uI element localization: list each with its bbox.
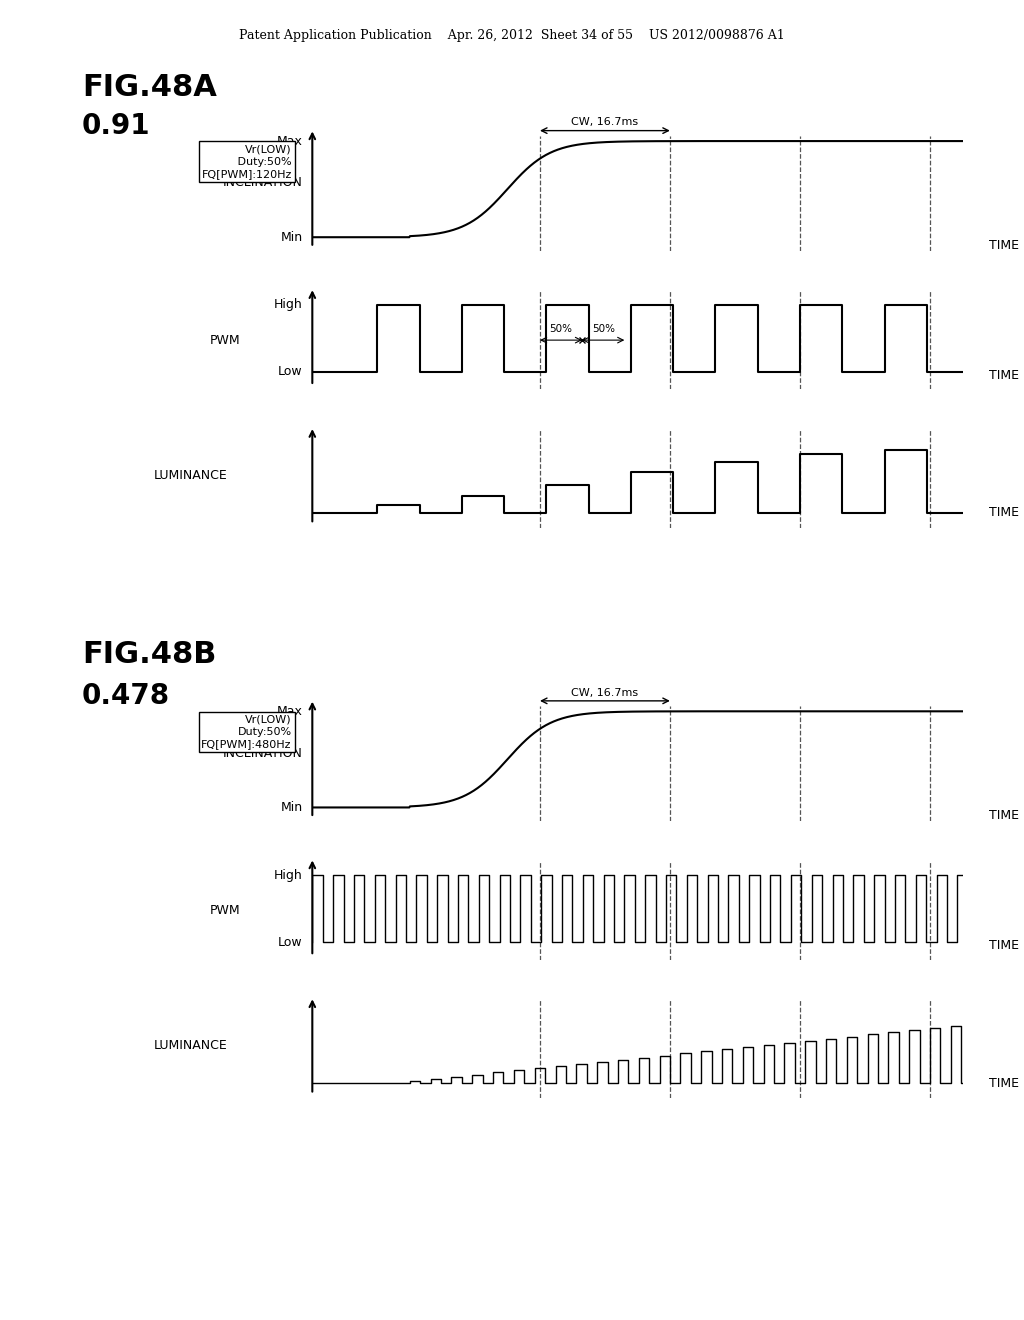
- Text: Max: Max: [276, 135, 302, 148]
- Text: Max: Max: [276, 705, 302, 718]
- Text: TIME: TIME: [988, 368, 1019, 381]
- Text: Vr(LOW)
 Duty:50%
FQ[PWM]:120Hz: Vr(LOW) Duty:50% FQ[PWM]:120Hz: [202, 144, 292, 180]
- Text: High: High: [273, 298, 302, 312]
- Text: LUMINANCE: LUMINANCE: [154, 469, 227, 482]
- Text: TIME: TIME: [988, 507, 1019, 519]
- Text: 0.91: 0.91: [82, 112, 151, 140]
- Text: TIME: TIME: [988, 1077, 1019, 1089]
- Text: 50%: 50%: [550, 325, 572, 334]
- Text: LUMINANCE: LUMINANCE: [154, 1039, 227, 1052]
- Text: PWM: PWM: [210, 904, 241, 917]
- Text: Patent Application Publication    Apr. 26, 2012  Sheet 34 of 55    US 2012/00988: Patent Application Publication Apr. 26, …: [240, 29, 784, 42]
- Text: CW, 16.7ms: CW, 16.7ms: [571, 688, 639, 698]
- Text: INCLINATION: INCLINATION: [222, 747, 302, 759]
- Text: Min: Min: [281, 801, 302, 814]
- Text: PWM: PWM: [210, 334, 241, 347]
- Text: CW, 16.7ms: CW, 16.7ms: [571, 117, 639, 128]
- Text: TIME: TIME: [988, 939, 1019, 952]
- Text: Low: Low: [278, 366, 302, 379]
- Text: High: High: [273, 869, 302, 882]
- Text: 50%: 50%: [592, 325, 614, 334]
- Text: Min: Min: [281, 231, 302, 244]
- Text: FIG.48A: FIG.48A: [82, 73, 217, 102]
- Text: FIG.48B: FIG.48B: [82, 640, 216, 669]
- Text: TIME: TIME: [988, 239, 1019, 252]
- Text: Low: Low: [278, 936, 302, 949]
- Text: INCLINATION: INCLINATION: [222, 177, 302, 189]
- Text: TIME: TIME: [988, 809, 1019, 822]
- Text: 0.478: 0.478: [82, 682, 170, 710]
- Text: Vr(LOW)
Duty:50%
FQ[PWM]:480Hz: Vr(LOW) Duty:50% FQ[PWM]:480Hz: [202, 714, 292, 750]
